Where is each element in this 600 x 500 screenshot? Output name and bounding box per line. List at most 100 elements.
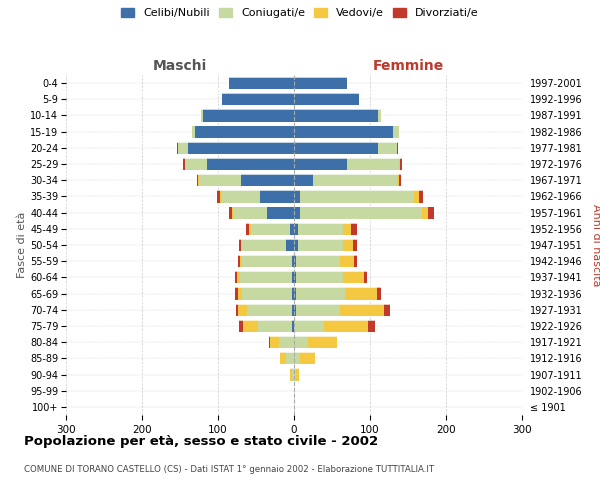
Bar xyxy=(242,239,286,251)
Bar xyxy=(280,352,286,364)
Bar xyxy=(296,304,340,316)
Bar xyxy=(239,320,243,332)
Bar xyxy=(197,174,198,186)
Bar xyxy=(400,158,402,170)
Bar xyxy=(313,174,397,186)
Bar xyxy=(294,142,377,154)
Bar xyxy=(300,190,414,202)
Bar xyxy=(414,190,419,202)
Bar xyxy=(419,190,423,202)
Bar xyxy=(294,77,347,89)
Bar xyxy=(292,272,294,283)
Bar xyxy=(222,93,294,106)
Bar xyxy=(325,320,368,332)
Text: Femmine: Femmine xyxy=(373,58,443,72)
Bar xyxy=(238,304,247,316)
Bar xyxy=(177,142,178,154)
Text: Maschi: Maschi xyxy=(153,58,207,72)
Bar xyxy=(235,288,238,300)
Bar xyxy=(268,206,294,218)
Bar xyxy=(258,320,292,332)
Bar xyxy=(249,222,251,235)
Bar xyxy=(294,190,300,202)
Bar xyxy=(345,288,377,300)
Bar xyxy=(294,239,298,251)
Bar xyxy=(397,142,398,154)
Bar xyxy=(222,190,260,202)
Bar xyxy=(229,77,294,89)
Bar xyxy=(220,190,222,202)
Bar xyxy=(217,190,220,202)
Bar xyxy=(233,206,268,218)
Bar xyxy=(290,368,292,380)
Y-axis label: Fasce di età: Fasce di età xyxy=(17,212,27,278)
Bar xyxy=(178,142,188,154)
Bar xyxy=(340,255,354,268)
Bar xyxy=(296,272,343,283)
Bar xyxy=(201,110,203,122)
Bar xyxy=(294,320,325,332)
Bar xyxy=(294,126,393,138)
Bar xyxy=(236,304,238,316)
Bar xyxy=(192,126,195,138)
Bar xyxy=(238,288,242,300)
Bar xyxy=(368,320,374,332)
Bar xyxy=(294,110,377,122)
Bar xyxy=(199,174,241,186)
Bar xyxy=(237,272,240,283)
Bar xyxy=(397,174,399,186)
Bar xyxy=(292,255,294,268)
Bar xyxy=(343,239,353,251)
Bar xyxy=(243,320,258,332)
Bar xyxy=(206,158,294,170)
Bar xyxy=(239,239,241,251)
Bar xyxy=(294,336,308,348)
Bar xyxy=(188,142,294,154)
Bar xyxy=(286,352,294,364)
Bar xyxy=(269,336,279,348)
Bar xyxy=(347,158,399,170)
Bar xyxy=(294,93,359,106)
Bar xyxy=(383,304,390,316)
Bar xyxy=(292,368,294,380)
Bar xyxy=(399,158,400,170)
Bar xyxy=(286,239,294,251)
Bar xyxy=(292,288,294,300)
Bar xyxy=(296,255,340,268)
Bar xyxy=(247,304,292,316)
Bar xyxy=(246,222,249,235)
Text: COMUNE DI TORANO CASTELLO (CS) - Dati ISTAT 1° gennaio 2002 - Elaborazione TUTTI: COMUNE DI TORANO CASTELLO (CS) - Dati IS… xyxy=(24,465,434,474)
Bar xyxy=(251,222,290,235)
Bar xyxy=(229,206,232,218)
Bar xyxy=(279,336,294,348)
Bar xyxy=(203,110,294,122)
Bar xyxy=(294,272,296,283)
Y-axis label: Anni di nascita: Anni di nascita xyxy=(592,204,600,286)
Bar xyxy=(422,206,428,218)
Bar xyxy=(294,174,313,186)
Bar xyxy=(296,288,345,300)
Bar xyxy=(294,222,298,235)
Bar xyxy=(292,320,294,332)
Bar xyxy=(260,190,294,202)
Bar xyxy=(340,304,383,316)
Bar xyxy=(241,239,242,251)
Bar xyxy=(292,304,294,316)
Bar xyxy=(294,255,296,268)
Bar xyxy=(294,368,296,380)
Bar xyxy=(377,110,380,122)
Bar xyxy=(185,158,206,170)
Bar xyxy=(195,126,294,138)
Bar xyxy=(343,222,351,235)
Bar xyxy=(240,272,292,283)
Bar xyxy=(377,288,382,300)
Bar xyxy=(198,174,199,186)
Bar xyxy=(377,142,397,154)
Bar xyxy=(294,206,300,218)
Bar xyxy=(343,272,364,283)
Bar xyxy=(290,222,294,235)
Bar xyxy=(294,304,296,316)
Bar xyxy=(240,255,242,268)
Bar xyxy=(353,239,357,251)
Bar xyxy=(399,174,401,186)
